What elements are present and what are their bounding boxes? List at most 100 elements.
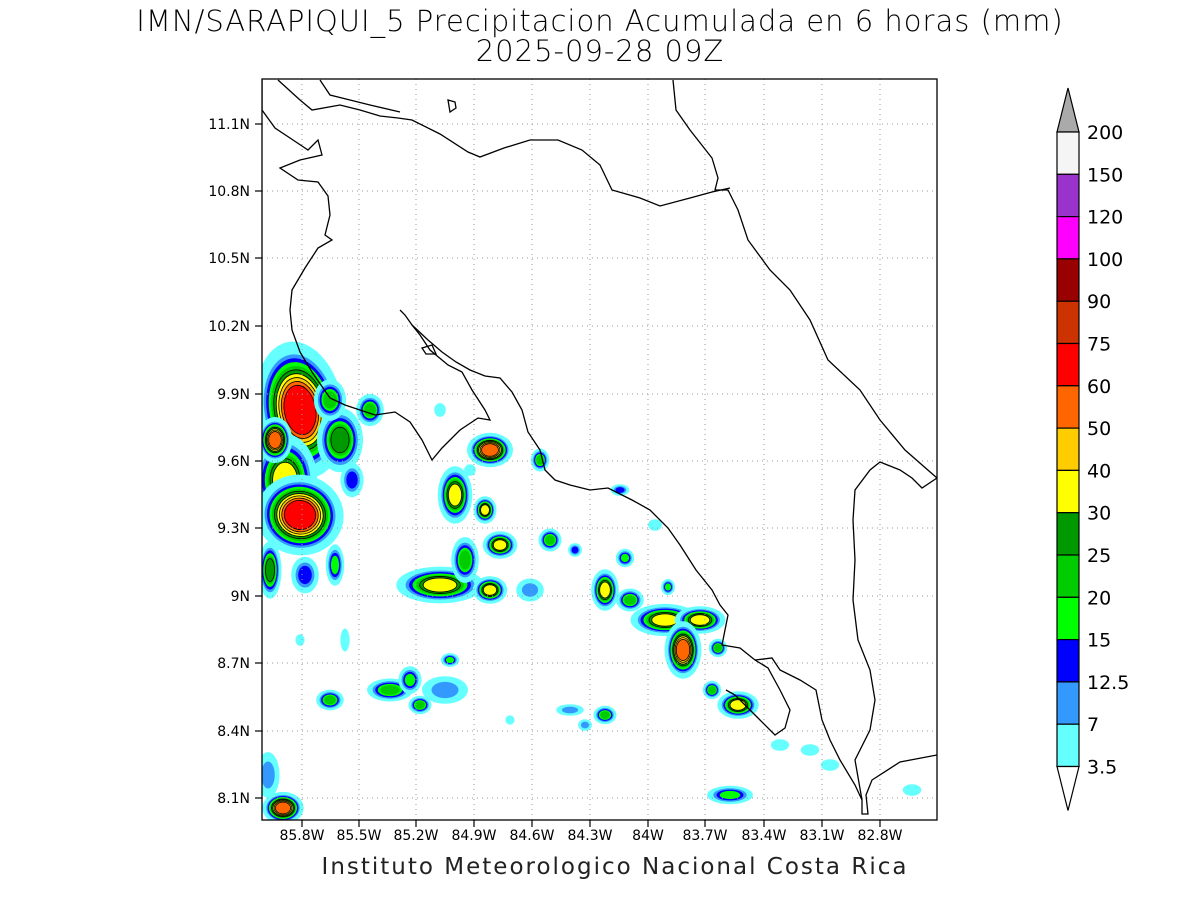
- colorbar-swatch: [1056, 427, 1080, 472]
- rain-cell: [262, 791, 304, 820]
- rain-cell: [316, 689, 344, 711]
- rain-cell: [482, 531, 518, 559]
- rain-cell: [556, 704, 584, 716]
- rain-cell: [440, 653, 460, 667]
- rain-cell: [702, 680, 722, 700]
- rain-contour: [330, 555, 340, 575]
- colorbar-swatch: [1056, 342, 1080, 387]
- rain-contour: [719, 790, 741, 800]
- rain-cell: [516, 578, 544, 602]
- colorbar-label: 40: [1087, 460, 1111, 482]
- rain-contour: [323, 391, 337, 409]
- rain-cell: [800, 744, 820, 756]
- colorbar-swatch: [1056, 131, 1080, 175]
- rain-cell: [422, 676, 468, 704]
- lat-tick-label: 10.8N: [208, 184, 250, 200]
- colorbar-label: 150: [1087, 164, 1123, 186]
- lat-tick-label: 10.2N: [208, 319, 250, 335]
- rain-cell: [568, 543, 582, 557]
- rain-cell: [467, 432, 513, 468]
- rain-contour: [620, 553, 630, 563]
- rain-contour: [480, 504, 490, 516]
- rain-cell: [578, 719, 592, 731]
- colorbar-swatch: [1056, 723, 1080, 768]
- rain-contour: [431, 681, 459, 699]
- rain-contour: [624, 595, 636, 605]
- rain-cell: [473, 496, 497, 524]
- colorbar-label: 90: [1087, 291, 1111, 313]
- rain-cell: [593, 705, 617, 725]
- rain-contour: [820, 759, 840, 771]
- rain-contour: [434, 403, 446, 417]
- rain-contour: [324, 695, 336, 705]
- rain-contour: [664, 583, 672, 591]
- lat-tick-label: 8.7N: [217, 656, 250, 672]
- colorbar-swatch: [1056, 638, 1080, 683]
- coastline: [262, 79, 937, 815]
- rain-cell: [317, 407, 363, 473]
- rain-contour: [800, 744, 820, 756]
- rain-contour: [492, 539, 508, 551]
- lon-tick-label: 85.2W: [393, 828, 438, 844]
- rain-cell: [661, 578, 675, 596]
- colorbar-swatch: [1056, 385, 1080, 429]
- rain-contour: [651, 613, 679, 627]
- rain-contour: [561, 706, 579, 714]
- colorbar-swatch: [1056, 469, 1080, 514]
- rain-contour: [380, 685, 400, 695]
- rain-contour: [714, 644, 722, 652]
- rain-contour: [268, 431, 282, 449]
- rain-contour: [580, 721, 590, 729]
- rain-cell: [434, 403, 446, 417]
- lon-tick-label: 84.9W: [451, 828, 496, 844]
- rain-cell: [648, 519, 662, 531]
- rain-contour: [330, 426, 350, 454]
- rain-cell: [616, 588, 644, 612]
- rain-contour: [600, 711, 610, 719]
- rain-cell: [313, 379, 347, 421]
- rain-cell: [325, 544, 345, 586]
- lon-tick-label: 83.7W: [682, 828, 727, 844]
- rain-cell: [451, 537, 479, 583]
- colorbar-label: 25: [1087, 545, 1111, 567]
- colorbar-swatch: [1056, 300, 1080, 345]
- rain-contour: [505, 715, 515, 725]
- rain-contour: [729, 699, 747, 711]
- colorbar-over-arrow: [1056, 87, 1080, 133]
- rain-contour: [265, 558, 275, 582]
- rain-cell: [707, 785, 753, 805]
- rain-cell: [262, 541, 282, 599]
- rain-contour: [404, 673, 416, 687]
- rain-contour: [571, 546, 579, 554]
- rain-contour: [545, 535, 555, 545]
- lon-tick-label: 84W: [632, 828, 664, 844]
- rain-contour: [274, 801, 291, 815]
- colorbar-label: 30: [1087, 503, 1111, 525]
- rain-contour: [295, 634, 305, 646]
- latitude-axis: 11.1N 10.8N 10.5N 10.2N 9.9N 9.6N 9.3N 9N 8.7N 8.…: [208, 117, 262, 807]
- rain-cell: [615, 548, 635, 568]
- colorbar-swatch: [1056, 258, 1080, 302]
- rain-cell: [340, 628, 350, 652]
- rain-contour: [902, 784, 922, 796]
- rain-cell: [464, 464, 476, 476]
- rain-contour: [422, 577, 458, 593]
- lat-tick-label: 11.1N: [208, 117, 250, 133]
- colorbar-label: 100: [1087, 249, 1123, 271]
- rain-cell: [664, 621, 702, 679]
- rain-cell: [472, 576, 508, 604]
- lon-tick-label: 84.6W: [509, 828, 554, 844]
- rain-cell: [538, 528, 562, 552]
- rain-contour: [599, 581, 611, 599]
- rain-contour: [415, 701, 425, 709]
- colorbar-swatch: [1056, 512, 1080, 556]
- colorbar-label: 12.5: [1087, 672, 1129, 694]
- rain-contour: [464, 464, 476, 476]
- rain-cell: [717, 691, 759, 719]
- colorbar-label: 75: [1087, 334, 1111, 356]
- rain-cell: [610, 484, 630, 496]
- colorbar-under-arrow: [1056, 765, 1080, 811]
- gridlines: [262, 79, 937, 820]
- rain-cell: [408, 695, 432, 715]
